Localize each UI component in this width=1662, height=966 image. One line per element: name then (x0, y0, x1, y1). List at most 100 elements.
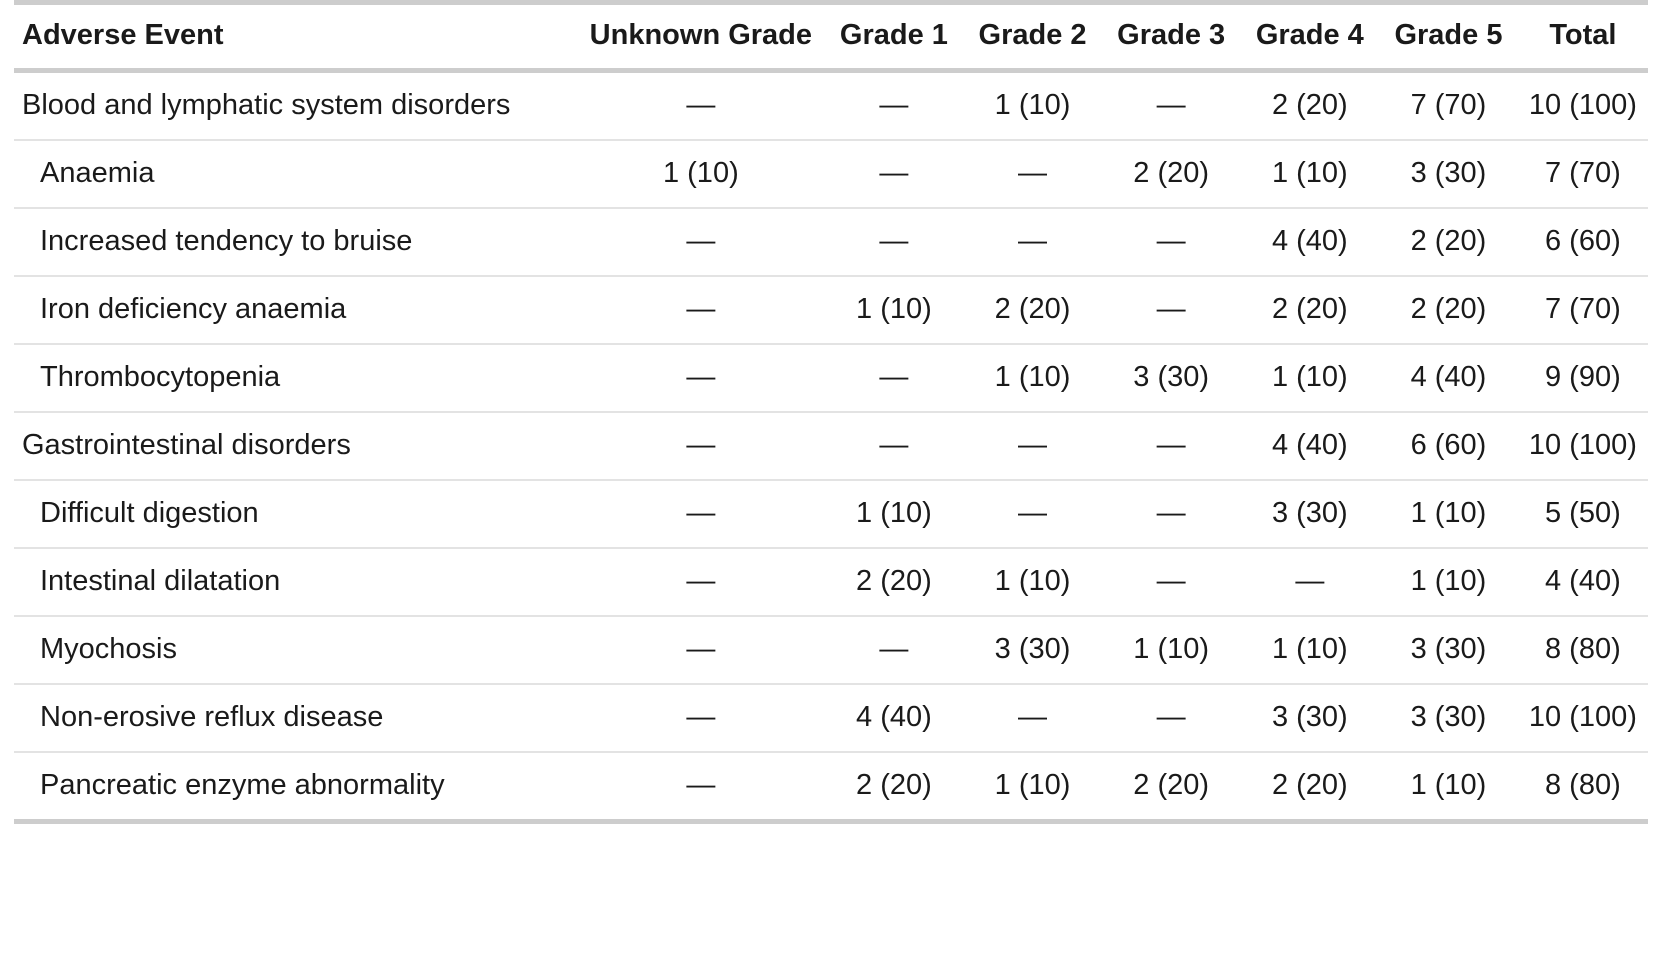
cell-g5: 2 (20) (1410, 225, 1487, 257)
cell-g4: 1 (10) (1271, 361, 1348, 393)
cell-g4: 4 (40) (1271, 225, 1348, 257)
cell-g2: 1 (10) (994, 361, 1071, 393)
cell-g2: — (1018, 497, 1048, 529)
cell-g5: 1 (10) (1410, 497, 1487, 529)
row-label-child: Difficult digestion (40, 497, 259, 529)
cell-g2: 2 (20) (994, 293, 1071, 325)
column-header-unknown-grade: Unknown Grade (589, 19, 813, 51)
cell-g1: — (879, 225, 909, 257)
cell-g1: — (879, 633, 909, 665)
cell-g4: 2 (20) (1271, 89, 1348, 121)
table-header: Adverse Event Unknown Grade Grade 1 Grad… (14, 2, 1648, 71)
cell-g5: 2 (20) (1410, 293, 1487, 325)
cell-g4: 3 (30) (1271, 701, 1348, 733)
cell-g3: — (1156, 89, 1186, 121)
cell-g5: 1 (10) (1410, 565, 1487, 597)
cell-g4: 2 (20) (1271, 293, 1348, 325)
cell-g4: 1 (10) (1271, 633, 1348, 665)
cell-g5: 3 (30) (1410, 633, 1487, 665)
cell-g4: 1 (10) (1271, 157, 1348, 189)
column-header-grade-4: Grade 4 (1255, 19, 1364, 51)
cell-g3: 2 (20) (1133, 157, 1210, 189)
column-header-grade-3: Grade 3 (1117, 19, 1226, 51)
cell-unknown: 1 (10) (662, 157, 739, 189)
cell-unknown: — (686, 429, 716, 461)
column-header-grade-1: Grade 1 (839, 19, 948, 51)
table-row: Non-erosive reflux disease — 4 (40) — — 3 (30… (14, 684, 1648, 752)
cell-g2: — (1018, 225, 1048, 257)
cell-g3: 2 (20) (1133, 769, 1210, 801)
cell-g5: 1 (10) (1410, 769, 1487, 801)
row-label-child: Increased tendency to bruise (40, 225, 413, 257)
cell-g2: 1 (10) (994, 89, 1071, 121)
cell-total: 9 (90) (1545, 361, 1621, 393)
cell-g3: — (1156, 293, 1186, 325)
cell-g3: — (1156, 565, 1186, 597)
cell-g5: 3 (30) (1410, 157, 1487, 189)
cell-g3: 1 (10) (1133, 633, 1210, 665)
cell-g5: 4 (40) (1410, 361, 1487, 393)
cell-total: 5 (50) (1545, 497, 1621, 529)
cell-g3: — (1156, 497, 1186, 529)
row-label-child: Thrombocytopenia (40, 361, 281, 393)
cell-total: 10 (100) (1528, 89, 1637, 121)
cell-total: 10 (100) (1528, 429, 1637, 461)
cell-g1: 4 (40) (856, 701, 932, 733)
table-row: Gastrointestinal disorders — — — — 4 (40) 6 (6… (14, 412, 1648, 480)
cell-g3: — (1156, 429, 1186, 461)
cell-g5: 3 (30) (1410, 701, 1487, 733)
column-header-adverse-event: Adverse Event (22, 19, 224, 51)
row-label-child: Pancreatic enzyme abnormality (40, 769, 445, 801)
cell-g1: 2 (20) (856, 769, 932, 801)
cell-g2: — (1018, 701, 1048, 733)
cell-unknown: — (686, 701, 716, 733)
cell-total: 7 (70) (1545, 157, 1621, 189)
adverse-event-table-container: Adverse Event Unknown Grade Grade 1 Grad… (14, 0, 1648, 824)
cell-total: 4 (40) (1545, 565, 1621, 597)
cell-g2: — (1018, 429, 1048, 461)
cell-g1: 1 (10) (856, 293, 932, 325)
cell-g3: — (1156, 701, 1186, 733)
cell-unknown: — (686, 565, 716, 597)
cell-g4: 2 (20) (1271, 769, 1348, 801)
cell-g1: — (879, 89, 909, 121)
column-header-total: Total (1549, 19, 1617, 51)
cell-g4: 4 (40) (1271, 429, 1348, 461)
row-label-child: Myochosis (40, 633, 177, 665)
cell-g4: 3 (30) (1271, 497, 1348, 529)
cell-g1: — (879, 429, 909, 461)
cell-g5: 6 (60) (1410, 429, 1487, 461)
row-label-child: Intestinal dilatation (40, 565, 281, 597)
cell-g1: 1 (10) (856, 497, 932, 529)
row-label-child: Anaemia (40, 157, 155, 189)
cell-g4: — (1295, 565, 1325, 597)
row-label-parent: Gastrointestinal disorders (22, 429, 351, 461)
cell-total: 7 (70) (1545, 293, 1621, 325)
cell-g5: 7 (70) (1410, 89, 1487, 121)
column-header-grade-2: Grade 2 (978, 19, 1087, 51)
cell-total: 6 (60) (1545, 225, 1621, 257)
table-row: Iron deficiency anaemia — 1 (10) 2 (20) — 2 (… (14, 276, 1648, 344)
table-row: Blood and lymphatic system disorders — — 1 … (14, 71, 1648, 140)
cell-total: 10 (100) (1528, 701, 1637, 733)
cell-unknown: — (686, 633, 716, 665)
cell-total: 8 (80) (1545, 633, 1621, 665)
table-row: Intestinal dilatation — 2 (20) 1 (10) — — 1 (1… (14, 548, 1648, 616)
table-row: Increased tendency to bruise — — — — 4 (40) 2 … (14, 208, 1648, 276)
cell-g2: 1 (10) (994, 565, 1071, 597)
cell-unknown: — (686, 225, 716, 257)
row-label-child: Iron deficiency anaemia (40, 293, 347, 325)
table-body: Blood and lymphatic system disorders — — 1 … (14, 71, 1648, 822)
row-label-child: Non-erosive reflux disease (40, 701, 384, 733)
cell-g1: — (879, 157, 909, 189)
adverse-event-table: Adverse Event Unknown Grade Grade 1 Grad… (14, 0, 1648, 824)
cell-unknown: — (686, 361, 716, 393)
table-row: Pancreatic enzyme abnormality — 2 (20) 1 (1… (14, 752, 1648, 822)
cell-g2: 3 (30) (994, 633, 1071, 665)
table-row: Thrombocytopenia — — 1 (10) 3 (30) 1 (10) 4 (4… (14, 344, 1648, 412)
column-header-grade-5: Grade 5 (1394, 19, 1503, 51)
cell-g3: — (1156, 225, 1186, 257)
cell-unknown: — (686, 497, 716, 529)
cell-g3: 3 (30) (1133, 361, 1210, 393)
table-row: Anaemia 1 (10) — — 2 (20) 1 (10) 3 (30) 7 (70) (14, 140, 1648, 208)
